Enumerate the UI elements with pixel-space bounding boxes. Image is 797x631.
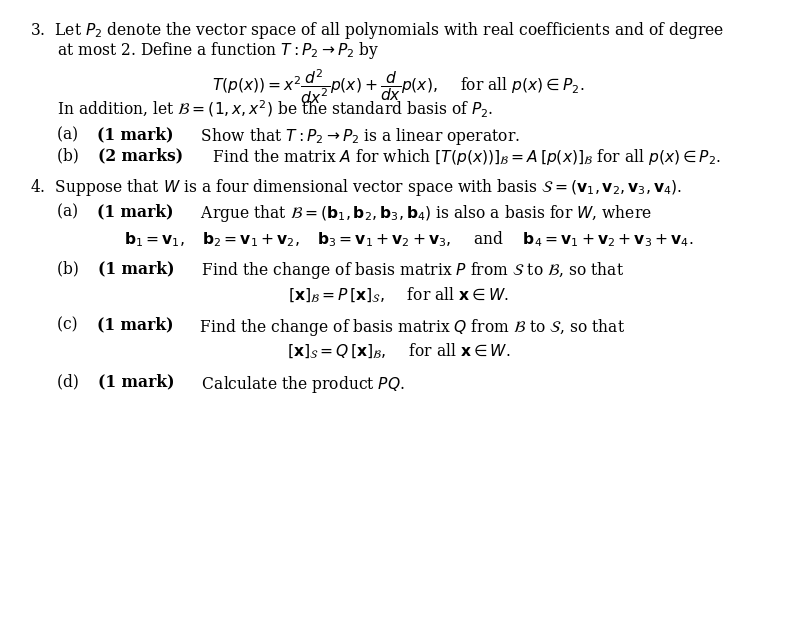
- Text: (1 mark): (1 mark): [98, 260, 175, 277]
- Text: (2 marks): (2 marks): [98, 147, 183, 164]
- Text: Find the change of basis matrix $Q$ from $\mathcal{B}$ to $\mathcal{S}$, so that: Find the change of basis matrix $Q$ from…: [195, 317, 626, 338]
- Text: (1 mark): (1 mark): [96, 317, 173, 334]
- Text: (d): (d): [57, 374, 89, 391]
- Text: (b): (b): [57, 260, 89, 277]
- Text: at most 2. Define a function $T : P_2 \rightarrow P_2$ by: at most 2. Define a function $T : P_2 \r…: [57, 40, 379, 61]
- Text: (1 mark): (1 mark): [97, 126, 174, 143]
- Text: $[\mathbf{x}]_{\mathcal{B}} = P\,[\mathbf{x}]_{\mathcal{S}}, \quad$ for all $\ma: $[\mathbf{x}]_{\mathcal{B}} = P\,[\mathb…: [289, 285, 508, 305]
- Text: Calculate the product $PQ$.: Calculate the product $PQ$.: [197, 374, 405, 394]
- Text: $\mathbf{b}_1 = \mathbf{v}_1, \quad \mathbf{b}_2 = \mathbf{v}_1 + \mathbf{v}_2, : $\mathbf{b}_1 = \mathbf{v}_1, \quad \mat…: [124, 229, 693, 249]
- Text: $[\mathbf{x}]_{\mathcal{S}} = Q\,[\mathbf{x}]_{\mathcal{B}}, \quad$ for all $\ma: $[\mathbf{x}]_{\mathcal{S}} = Q\,[\mathb…: [287, 342, 510, 362]
- Text: (b): (b): [57, 147, 89, 164]
- Text: Show that $T : P_2 \rightarrow P_2$ is a linear operator.: Show that $T : P_2 \rightarrow P_2$ is a…: [196, 126, 520, 147]
- Text: $T(p(x)) = x^2\dfrac{d^2}{dx^2}p(x) + \dfrac{d}{dx}p(x), \quad$ for all $p(x) \i: $T(p(x)) = x^2\dfrac{d^2}{dx^2}p(x) + \d…: [212, 68, 585, 106]
- Text: Find the matrix $A$ for which $[T(p(x))]_{\mathcal{B}} = A\,[p(x)]_{\mathcal{B}}: Find the matrix $A$ for which $[T(p(x))]…: [208, 147, 720, 167]
- Text: Find the change of basis matrix $P$ from $\mathcal{S}$ to $\mathcal{B}$, so that: Find the change of basis matrix $P$ from…: [197, 260, 624, 281]
- Text: 3.  Let $P_2$ denote the vector space of all polynomials with real coefficients : 3. Let $P_2$ denote the vector space of …: [30, 20, 724, 41]
- Text: (a): (a): [57, 126, 88, 143]
- Text: (a): (a): [57, 203, 88, 220]
- Text: (1 mark): (1 mark): [97, 203, 174, 220]
- Text: 4.  Suppose that $W$ is a four dimensional vector space with basis $\mathcal{S} : 4. Suppose that $W$ is a four dimensiona…: [30, 177, 682, 198]
- Text: (c): (c): [57, 317, 88, 334]
- Text: (1 mark): (1 mark): [98, 374, 175, 391]
- Text: In addition, let $\mathcal{B} = (1, x, x^2)$ be the standard basis of $P_2$.: In addition, let $\mathcal{B} = (1, x, x…: [57, 99, 494, 120]
- Text: Argue that $\mathcal{B} = (\mathbf{b}_1, \mathbf{b}_2, \mathbf{b}_3, \mathbf{b}_: Argue that $\mathcal{B} = (\mathbf{b}_1,…: [196, 203, 652, 224]
